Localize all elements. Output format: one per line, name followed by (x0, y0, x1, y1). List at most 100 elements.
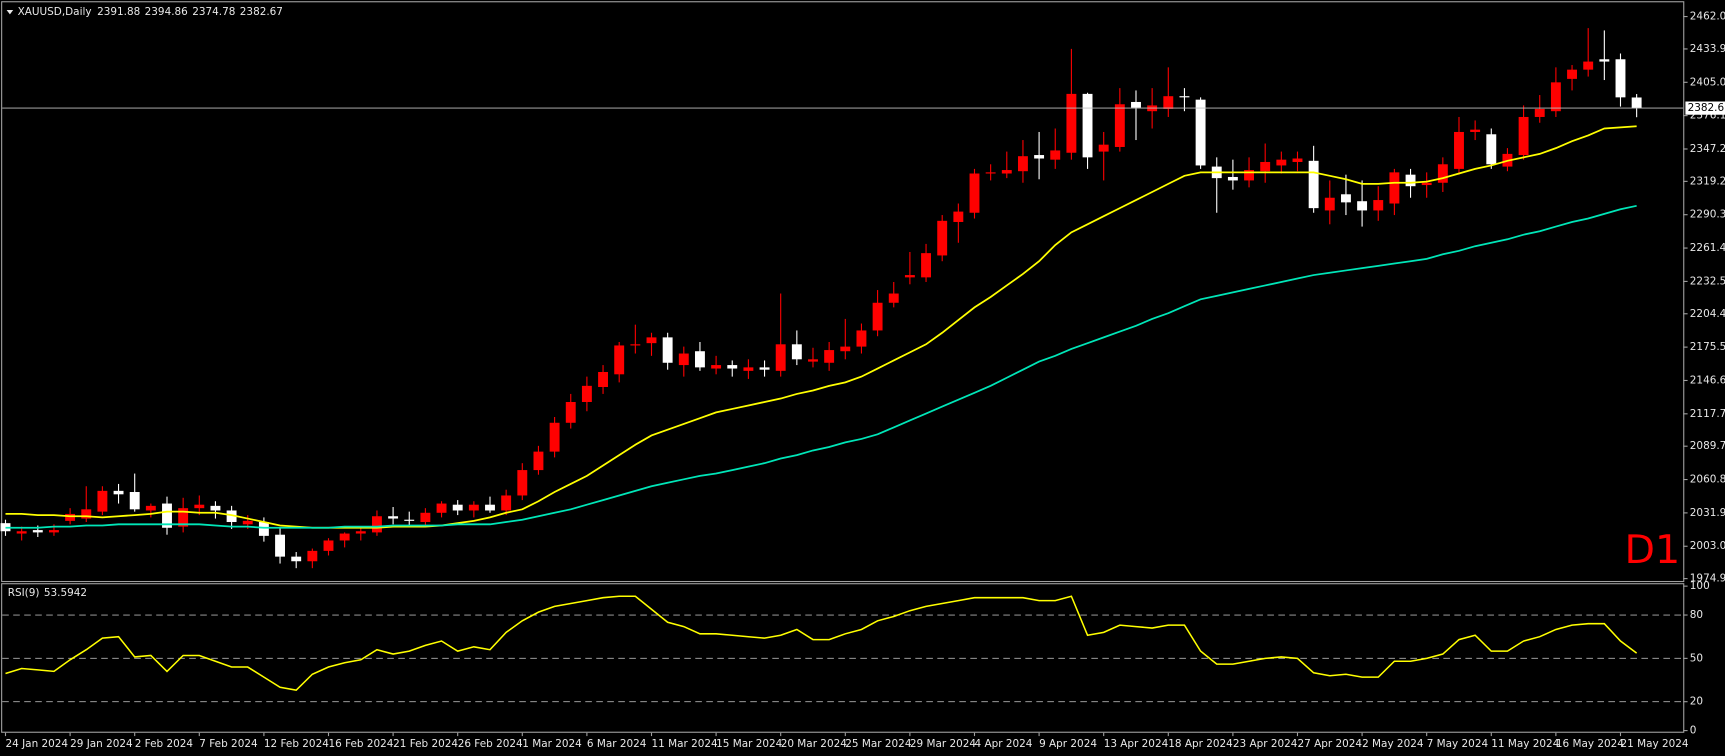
x-tick-label: 4 Apr 2024 (974, 738, 1032, 750)
candle-body (145, 505, 156, 511)
candle-body (275, 534, 285, 557)
candle-body (808, 359, 818, 362)
candle-body (485, 504, 495, 511)
x-tick-label: 23 Apr 2024 (1233, 738, 1298, 750)
candle-body (1066, 93, 1077, 153)
candle-body (1599, 59, 1610, 62)
candle-body (1567, 69, 1577, 79)
x-tick-label: 18 Apr 2024 (1168, 738, 1233, 750)
rsi-title: RSI(9) (8, 587, 40, 599)
candle-body (921, 253, 931, 278)
x-tick-label: 29 Jan 2024 (70, 738, 133, 750)
x-tick-label: 7 Feb 2024 (199, 738, 258, 750)
candle-body (727, 365, 738, 369)
candle-body (904, 275, 915, 278)
candle-body (1615, 59, 1626, 98)
y-tick-label: 1974.95 (1690, 573, 1725, 585)
y-tick-label: 2003.00 (1690, 540, 1725, 552)
x-tick-label: 26 Feb 2024 (458, 738, 523, 750)
header-close: 2382.67 (240, 6, 283, 18)
menu-arrow[interactable] (6, 10, 14, 15)
candle-body (711, 365, 722, 369)
candle-body (65, 513, 76, 521)
candle-body (468, 504, 479, 511)
candle-body (1163, 96, 1174, 109)
candle-body (1017, 156, 1028, 172)
candle-body (1470, 129, 1481, 132)
x-tick-label: 24 Jan 2024 (6, 738, 69, 750)
candle-body (1131, 101, 1141, 108)
candle-body (291, 556, 302, 562)
candle-body (436, 503, 447, 513)
candle-body (1437, 164, 1448, 183)
candle-body (97, 490, 108, 512)
y-tick-label: 2232.50 (1690, 275, 1725, 287)
candle-body (1292, 158, 1303, 162)
header-low: 2374.78 (192, 6, 235, 18)
rsi-y-tick-label: 50 (1690, 652, 1703, 664)
y-tick-label: 2089.70 (1690, 440, 1725, 452)
candle-body (1631, 97, 1642, 109)
moving-average-line (5, 204, 1637, 529)
candle-body (1050, 150, 1061, 160)
candle-body (743, 367, 754, 371)
candle-body (129, 492, 140, 510)
y-tick-label: 2261.40 (1690, 242, 1725, 254)
candle-body (339, 533, 350, 541)
candle-body (985, 172, 996, 174)
x-tick-label: 16 May 2024 (1556, 738, 1624, 750)
y-tick-label: 2433.95 (1690, 43, 1725, 55)
candle-body (404, 519, 415, 521)
rsi-y-tick-label: 0 (1690, 725, 1697, 737)
candle-body (1534, 108, 1545, 117)
candle-body (307, 550, 318, 562)
timeframe-annotation: D1 (1625, 527, 1681, 573)
x-tick-label: 6 Mar 2024 (587, 738, 647, 750)
candle-body (1001, 170, 1012, 174)
candle-body (258, 522, 269, 536)
candle-body (1195, 99, 1206, 166)
candle-body (646, 337, 657, 344)
candle-body (533, 451, 544, 471)
rsi-line (5, 595, 1638, 691)
x-tick-label: 2 Feb 2024 (135, 738, 194, 750)
candle-body (759, 367, 770, 370)
y-tick-label: 2204.45 (1690, 308, 1725, 320)
main-panel-frame (1, 1, 1685, 583)
x-tick-label: 11 May 2024 (1491, 738, 1559, 750)
candle-body (1034, 155, 1045, 159)
candle-body (856, 330, 867, 347)
candle-body (1389, 172, 1400, 204)
y-tick-label: 2462.00 (1690, 11, 1725, 23)
x-tick-label: 1 Mar 2024 (522, 738, 582, 750)
candle-body (323, 540, 334, 551)
moving-average-line (5, 125, 1637, 529)
x-tick-label: 13 Apr 2024 (1104, 738, 1169, 750)
candle-body (1324, 197, 1335, 211)
header-high: 2394.86 (145, 6, 188, 18)
candle-body (598, 371, 608, 387)
candle-body (355, 531, 366, 534)
x-tick-label: 27 Apr 2024 (1297, 738, 1362, 750)
x-tick-label: 29 Mar 2024 (910, 738, 977, 750)
candle-body (1227, 176, 1238, 181)
current-price-box (1685, 101, 1725, 115)
x-tick-label: 21 May 2024 (1620, 738, 1688, 750)
candle-body (630, 344, 641, 346)
candle-body (81, 509, 92, 519)
candle-body (1486, 134, 1497, 165)
current-price-label: 2382.67 (1688, 102, 1725, 114)
candle-body (1308, 160, 1319, 209)
candle-body (1405, 174, 1416, 187)
y-tick-label: 2031.90 (1690, 507, 1725, 519)
candle-body (1583, 61, 1594, 70)
candle-body (388, 516, 399, 519)
candle-body (565, 401, 576, 423)
candle-body (1179, 96, 1190, 98)
candle-body (678, 353, 689, 366)
candle-body (162, 503, 172, 528)
candle-body (888, 293, 899, 303)
candle-body (1114, 104, 1125, 147)
y-tick-label: 2347.25 (1690, 143, 1725, 155)
